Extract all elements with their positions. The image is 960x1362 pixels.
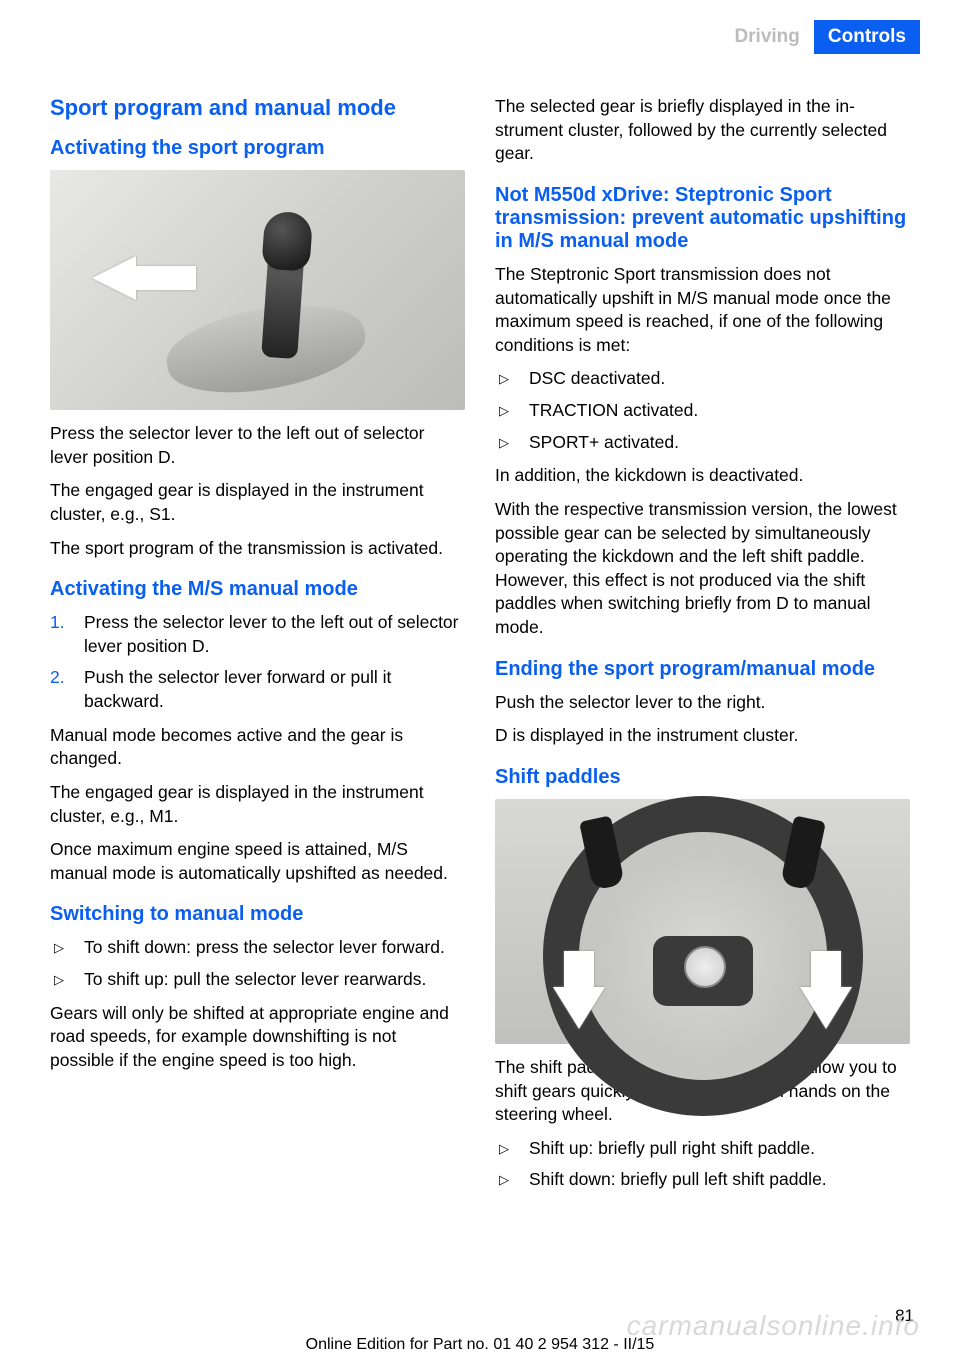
bullet-list: To shift down: press the selector lever …: [50, 936, 465, 991]
list-text: To shift down: press the selector lever …: [84, 937, 445, 957]
page-header: Driving Controls: [720, 20, 920, 54]
heading-activating-sport: Activating the sport program: [50, 137, 465, 160]
heading-not-m550d: Not M550d xDrive: Steptronic Sport trans…: [495, 184, 910, 253]
body-text: The Steptronic Sport transmission does n…: [495, 263, 910, 358]
header-section: Driving: [720, 20, 813, 54]
left-column: Sport program and manual mode Activating…: [50, 95, 465, 1202]
list-number: 2.: [50, 666, 65, 690]
ordered-list: 1. Press the selector lever to the left o…: [50, 611, 465, 714]
body-text: In addition, the kickdown is deactivated…: [495, 464, 910, 488]
list-item: 2. Push the selector lever forward or pul…: [50, 666, 465, 713]
body-text: D is displayed in the instrument cluster…: [495, 724, 910, 748]
page-content: Sport program and manual mode Activating…: [50, 95, 910, 1202]
header-chapter: Controls: [814, 20, 920, 54]
body-text: Manual mode becomes active and the gear …: [50, 724, 465, 771]
list-number: 1.: [50, 611, 65, 635]
list-item: Shift up: briefly pull right shift paddl…: [495, 1137, 910, 1161]
list-text: TRACTION activated.: [529, 400, 698, 420]
body-text: The engaged gear is displayed in the ins…: [50, 781, 465, 828]
list-text: DSC deactivated.: [529, 368, 665, 388]
heading-activating-ms: Activating the M/S manual mode: [50, 578, 465, 601]
body-text: Push the selector lever to the right.: [495, 691, 910, 715]
list-item: To shift down: press the selector lever …: [50, 936, 465, 960]
list-text: Push the selector lever forward or pull …: [84, 667, 391, 711]
heading-ending-sport: Ending the sport program/manual mode: [495, 658, 910, 681]
list-item: To shift up: pull the selector lever rea…: [50, 968, 465, 992]
figure-selector-lever: [50, 170, 465, 410]
body-text: Gears will only be shifted at appropriat…: [50, 1002, 465, 1073]
arrow-down-right-icon: [800, 987, 852, 1029]
body-text: The sport program of the transmission is…: [50, 537, 465, 561]
heading-switching-manual: Switching to manual mode: [50, 903, 465, 926]
bullet-list: DSC deactivated. TRACTION activated. SPO…: [495, 367, 910, 454]
body-text: Press the selector lever to the left out…: [50, 422, 465, 469]
bullet-list: Shift up: briefly pull right shift paddl…: [495, 1137, 910, 1192]
heading-shift-paddles: Shift paddles: [495, 766, 910, 789]
body-text: The selected gear is briefly displayed i…: [495, 95, 910, 166]
footer-edition: Online Edition for Part no. 01 40 2 954 …: [0, 1336, 960, 1354]
body-text: The engaged gear is displayed in the ins…: [50, 479, 465, 526]
list-text: Shift up: briefly pull right shift paddl…: [529, 1138, 815, 1158]
heading-sport-program: Sport program and manual mode: [50, 95, 465, 121]
body-text: With the respective transmission version…: [495, 498, 910, 640]
list-item: 1. Press the selector lever to the left o…: [50, 611, 465, 658]
list-item: Shift down: briefly pull left shift padd…: [495, 1168, 910, 1192]
list-text: Shift down: briefly pull left shift padd…: [529, 1169, 827, 1189]
list-item: DSC deactivated.: [495, 367, 910, 391]
body-text: Once maximum engine speed is attained, M…: [50, 838, 465, 885]
list-text: Press the selector lever to the left out…: [84, 612, 459, 656]
list-item: SPORT+ activated.: [495, 431, 910, 455]
list-text: To shift up: pull the selector lever rea…: [84, 969, 426, 989]
arrow-down-left-icon: [553, 987, 605, 1029]
arrow-left-icon: [92, 256, 136, 300]
wheel-hub-shape: [653, 936, 753, 1006]
list-text: SPORT+ activated.: [529, 432, 679, 452]
figure-shift-paddles: [495, 799, 910, 1044]
right-column: The selected gear is briefly displayed i…: [495, 95, 910, 1202]
list-item: TRACTION activated.: [495, 399, 910, 423]
